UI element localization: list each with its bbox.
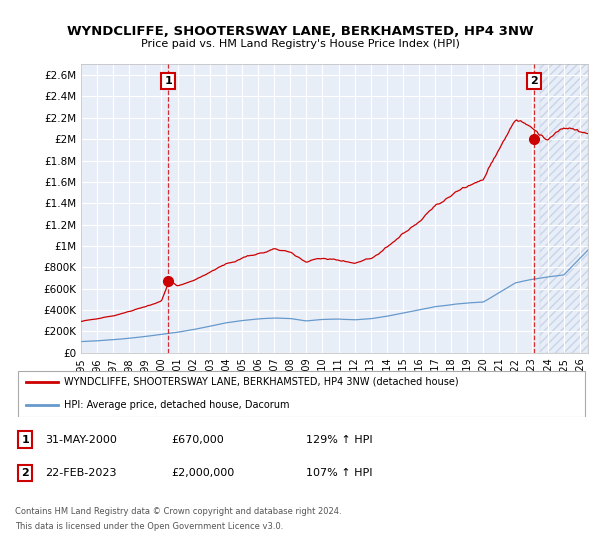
Text: 129% ↑ HPI: 129% ↑ HPI (306, 435, 373, 445)
Text: This data is licensed under the Open Government Licence v3.0.: This data is licensed under the Open Gov… (15, 522, 283, 531)
Text: 1: 1 (22, 435, 29, 445)
Text: WYNDCLIFFE, SHOOTERSWAY LANE, BERKHAMSTED, HP4 3NW (detached house): WYNDCLIFFE, SHOOTERSWAY LANE, BERKHAMSTE… (64, 376, 458, 386)
Text: 1: 1 (164, 76, 172, 86)
Text: Contains HM Land Registry data © Crown copyright and database right 2024.: Contains HM Land Registry data © Crown c… (15, 507, 341, 516)
Text: £2,000,000: £2,000,000 (171, 468, 234, 478)
Text: HPI: Average price, detached house, Dacorum: HPI: Average price, detached house, Daco… (64, 400, 289, 410)
Text: 31-MAY-2000: 31-MAY-2000 (45, 435, 117, 445)
Text: £670,000: £670,000 (171, 435, 224, 445)
FancyBboxPatch shape (18, 371, 585, 417)
Text: 2: 2 (530, 76, 538, 86)
Text: 22-FEB-2023: 22-FEB-2023 (45, 468, 116, 478)
Text: WYNDCLIFFE, SHOOTERSWAY LANE, BERKHAMSTED, HP4 3NW: WYNDCLIFFE, SHOOTERSWAY LANE, BERKHAMSTE… (67, 25, 533, 38)
Text: 2: 2 (22, 468, 29, 478)
Text: Price paid vs. HM Land Registry's House Price Index (HPI): Price paid vs. HM Land Registry's House … (140, 39, 460, 49)
Text: 107% ↑ HPI: 107% ↑ HPI (306, 468, 373, 478)
